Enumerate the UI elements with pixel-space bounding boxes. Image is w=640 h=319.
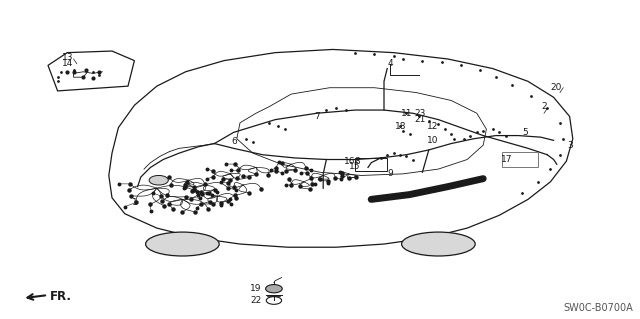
Text: 9: 9 bbox=[388, 169, 394, 178]
Text: 17: 17 bbox=[500, 155, 512, 164]
Text: 8: 8 bbox=[355, 157, 360, 166]
Text: 2: 2 bbox=[541, 102, 547, 111]
Text: 1: 1 bbox=[132, 198, 138, 207]
Text: 13: 13 bbox=[62, 53, 74, 62]
Text: 11: 11 bbox=[401, 109, 413, 118]
Ellipse shape bbox=[402, 232, 476, 256]
Text: 14: 14 bbox=[62, 59, 74, 68]
Text: 22: 22 bbox=[250, 296, 261, 305]
Bar bbox=[502, 152, 538, 167]
Text: 18: 18 bbox=[395, 122, 406, 130]
Ellipse shape bbox=[145, 232, 219, 256]
Circle shape bbox=[266, 285, 282, 293]
Text: 21: 21 bbox=[414, 115, 426, 124]
Bar bbox=[355, 158, 387, 171]
Text: 10: 10 bbox=[427, 136, 438, 145]
Text: 20: 20 bbox=[550, 83, 562, 92]
Text: 3: 3 bbox=[567, 141, 573, 150]
Text: 6: 6 bbox=[231, 137, 237, 146]
Text: 23: 23 bbox=[414, 109, 426, 118]
Text: FR.: FR. bbox=[50, 290, 72, 302]
Circle shape bbox=[149, 175, 168, 185]
Text: 15: 15 bbox=[349, 162, 360, 171]
Text: 19: 19 bbox=[250, 284, 261, 293]
Text: 7: 7 bbox=[314, 112, 320, 121]
Text: 16: 16 bbox=[344, 157, 355, 166]
Text: 4: 4 bbox=[388, 59, 394, 68]
Text: 5: 5 bbox=[522, 128, 528, 137]
Text: 12: 12 bbox=[427, 122, 438, 130]
Text: SW0C-B0700A: SW0C-B0700A bbox=[564, 303, 634, 313]
